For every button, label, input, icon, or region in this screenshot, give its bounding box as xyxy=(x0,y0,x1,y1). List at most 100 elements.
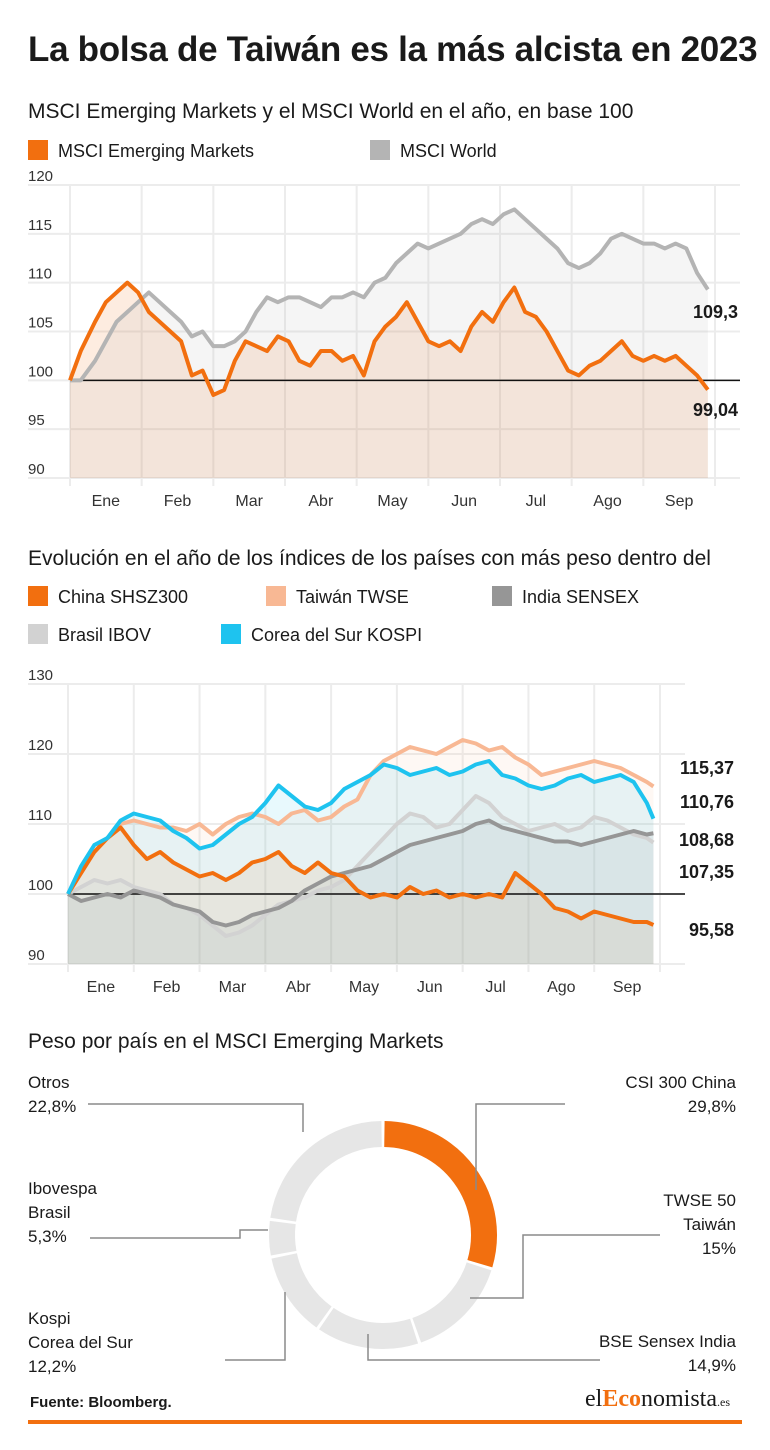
publisher-logo: elEconomista.es xyxy=(585,1386,730,1413)
line-india-sensex xyxy=(67,818,654,928)
legend-label-india: India SENSEX xyxy=(522,587,640,607)
chart3-subtitle: Peso por país en el MSCI Emerging Market… xyxy=(28,1030,444,1053)
legend-swatch-brasil xyxy=(28,624,48,644)
y-tick-label: 90 xyxy=(28,461,45,478)
area-taiwan-twse xyxy=(68,740,654,964)
area-china-shsz300 xyxy=(68,827,654,964)
donut-slice-otros xyxy=(270,1121,383,1223)
x-tick-label: Mar xyxy=(219,979,247,996)
donut-value-otros: 22,8% xyxy=(28,1097,76,1116)
donut-label-twse-50-taiwan: Taiwán xyxy=(683,1215,736,1234)
donut-label-kospi-corea-del-sur: Corea del Sur xyxy=(28,1333,133,1352)
y-tick-label: 100 xyxy=(28,877,53,894)
x-tick-label: Feb xyxy=(164,493,192,510)
leader-line-twse-50-taiwan xyxy=(470,1234,660,1299)
y-tick-label: 120 xyxy=(28,737,53,754)
y-tick-label: 110 xyxy=(28,807,52,824)
area-msci-world xyxy=(70,209,708,478)
donut-label-bse-sensex-india: BSE Sensex India xyxy=(599,1332,737,1351)
donut-label-otros: Otros xyxy=(28,1073,70,1092)
chart1-legend: MSCI Emerging Markets MSCI World xyxy=(28,140,748,166)
line-corea-del-sur-kospi xyxy=(66,759,656,895)
y-tick-label: 105 xyxy=(28,315,53,332)
legend-swatch-taiwan xyxy=(266,586,286,606)
legend-item-brasil: Brasil IBOV xyxy=(28,624,151,646)
bottom-accent-bar xyxy=(28,1420,742,1424)
legend-swatch-china xyxy=(28,586,48,606)
donut-slice-csi-300-china xyxy=(383,1121,497,1268)
end-label-china: 95,58 xyxy=(689,920,734,940)
end-label-world: 109,3 xyxy=(693,302,738,322)
donut-slice-bse-sensex-india xyxy=(319,1307,419,1349)
end-label-emerging: 99,04 xyxy=(693,400,738,420)
donut-label-ibovespa-brasil: Brasil xyxy=(28,1203,71,1222)
line-china-shsz300 xyxy=(66,825,655,927)
x-tick-label: Ago xyxy=(593,493,622,510)
leader-line-otros xyxy=(88,1103,304,1132)
donut-label-ibovespa-brasil: Ibovespa xyxy=(28,1179,98,1198)
y-tick-label: 130 xyxy=(28,667,53,684)
donut-value-ibovespa-brasil: 5,3% xyxy=(28,1227,67,1246)
donut-slice-kospi-corea-del-sur xyxy=(271,1252,332,1328)
x-tick-label: Abr xyxy=(308,493,334,510)
chart2-legend: China SHSZ300 Taiwán TWSE India SENSEX B… xyxy=(28,586,748,652)
legend-item-taiwan: Taiwán TWSE xyxy=(266,586,409,608)
x-tick-label: Feb xyxy=(153,979,181,996)
end-label-india: 108,68 xyxy=(679,830,734,850)
x-tick-label: Ene xyxy=(87,979,116,996)
chart1-line-chart: 90 95 100 105 110 115 120 Ene Feb Mar Abr May Jun Jul… xyxy=(28,170,740,510)
donut-value-twse-50-taiwan: 15% xyxy=(702,1239,736,1258)
logo-part-eco: Eco xyxy=(602,1386,641,1412)
x-tick-label: Ago xyxy=(547,979,576,996)
donut-label-twse-50-taiwan: TWSE 50 xyxy=(663,1191,736,1210)
y-tick-label: 110 xyxy=(28,266,52,283)
leader-line-kospi-corea-del-sur xyxy=(225,1292,286,1361)
legend-item-china: China SHSZ300 xyxy=(28,586,188,608)
donut-value-csi-300-china: 29,8% xyxy=(688,1097,736,1116)
x-tick-label: Mar xyxy=(235,493,263,510)
legend-label-taiwan: Taiwán TWSE xyxy=(296,587,409,607)
legend-swatch-india xyxy=(492,586,512,606)
legend-label-world: MSCI World xyxy=(400,141,497,161)
legend-label-brasil: Brasil IBOV xyxy=(58,625,152,645)
y-tick-label: 100 xyxy=(28,363,53,380)
legend-item-emerging: MSCI Emerging Markets xyxy=(28,140,254,162)
leader-line-bse-sensex-india xyxy=(367,1334,600,1361)
chart3-donut-chart: CSI 300 China 29,8% TWSE 50 Taiwán 15% BSE Se… xyxy=(28,1073,737,1376)
donut-label-kospi-corea-del-sur: Kospi xyxy=(28,1309,71,1328)
end-label-taiwan: 115,37 xyxy=(680,758,734,778)
source-note: Fuente: Bloomberg. xyxy=(30,1394,172,1411)
logo-part-nomista: nomista xyxy=(641,1386,717,1412)
legend-item-india: India SENSEX xyxy=(492,586,639,608)
x-tick-label: May xyxy=(377,493,407,510)
y-tick-label: 95 xyxy=(28,412,45,429)
donut-slice-ibovespa-brasil xyxy=(269,1220,297,1256)
legend-label-emerging: MSCI Emerging Markets xyxy=(58,141,255,161)
x-tick-label: Abr xyxy=(286,979,312,996)
chart1-subtitle: MSCI Emerging Markets y el MSCI World en… xyxy=(28,100,634,123)
donut-slice-twse-50-taiwan xyxy=(412,1261,492,1343)
x-tick-label: Ene xyxy=(92,493,121,510)
line-msci-world xyxy=(70,207,710,383)
x-tick-label: Sep xyxy=(613,979,642,996)
x-tick-label: Jun xyxy=(417,979,443,996)
chart2-line-chart: 90 100 110 120 130 Ene Feb Mar Abr May Jun Jul Ago Se… xyxy=(28,667,734,996)
donut-value-kospi-corea-del-sur: 12,2% xyxy=(28,1357,76,1376)
x-tick-label: Jun xyxy=(451,493,477,510)
chart2-subtitle: Evolución en el año de los índices de lo… xyxy=(28,547,711,570)
area-brasil-ibov xyxy=(68,796,654,964)
leader-line-csi-300-china xyxy=(475,1103,565,1190)
donut-value-bse-sensex-india: 14,9% xyxy=(688,1356,736,1375)
logo-part-es: .es xyxy=(717,1395,730,1409)
end-label-brasil: 107,35 xyxy=(679,862,734,882)
legend-item-world: MSCI World xyxy=(370,140,497,162)
x-tick-label: Jul xyxy=(485,979,505,996)
infographic-title: La bolsa de Taiwán es la más alcista en … xyxy=(28,30,758,69)
x-tick-label: Sep xyxy=(665,493,694,510)
legend-swatch-emerging xyxy=(28,140,48,160)
donut-label-csi-300-china: CSI 300 China xyxy=(625,1073,736,1092)
legend-label-korea: Corea del Sur KOSPI xyxy=(251,625,423,645)
x-tick-label: May xyxy=(349,979,379,996)
end-label-korea: 110,76 xyxy=(680,792,734,812)
x-tick-label: Jul xyxy=(526,493,546,510)
